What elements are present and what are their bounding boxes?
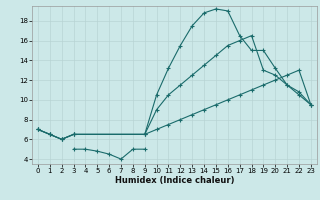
- X-axis label: Humidex (Indice chaleur): Humidex (Indice chaleur): [115, 176, 234, 185]
